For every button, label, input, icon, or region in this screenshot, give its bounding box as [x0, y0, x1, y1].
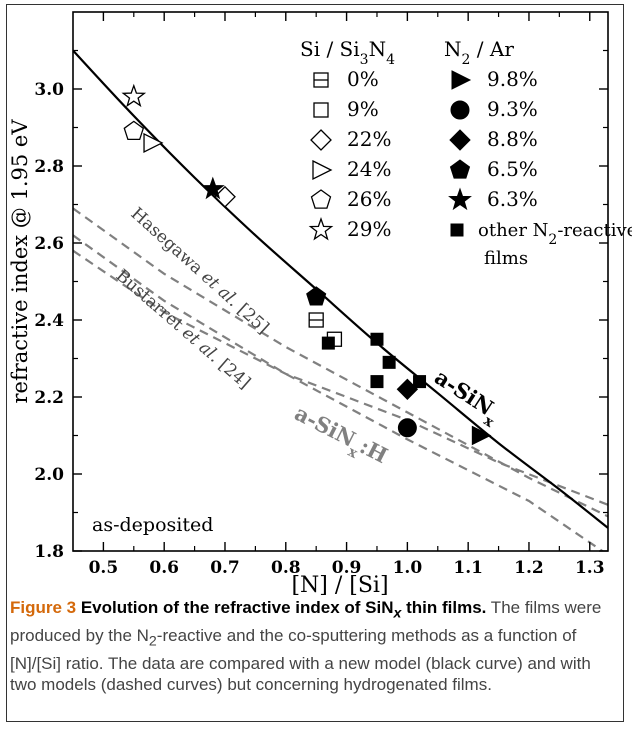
- legend-label: 22%: [347, 127, 391, 151]
- legend-marker: [310, 189, 332, 209]
- legend-label: 9%: [347, 97, 379, 121]
- legend-marker: [451, 70, 472, 90]
- plot-frame: [72, 11, 609, 552]
- hydrogenated-label: a-SiNx:H: [288, 400, 392, 474]
- x-tick-label: 1.3: [575, 558, 605, 578]
- y-tick-label: 2.0: [34, 465, 64, 485]
- data-point: [397, 418, 417, 438]
- data-point: [321, 336, 335, 350]
- legend-marker: [449, 129, 471, 151]
- x-tick-label: 0.8: [271, 558, 301, 578]
- legend-label: 6.5%: [487, 157, 538, 181]
- legend-label: 8.8%: [487, 127, 538, 151]
- x-tick-label: 0.7: [210, 558, 240, 578]
- hydrogenated-model-curve-2: [73, 234, 605, 551]
- y-tick-label: 2.4: [34, 311, 64, 331]
- bustarret-curve-label: Bustarret et al. [24]: [112, 266, 254, 393]
- x-tick-label: 0.9: [332, 558, 362, 578]
- legend-label-other: other N2-reactive: [478, 220, 632, 248]
- caption-body: The films were produced by the N: [10, 598, 602, 645]
- x-tick-label: 1.0: [393, 558, 423, 578]
- data-point: [121, 83, 147, 108]
- data-point: [370, 332, 384, 346]
- data-point: [201, 176, 225, 200]
- legend-header-reactive: N2 / Ar: [444, 37, 514, 68]
- legend-label-other-line2: films: [484, 248, 528, 269]
- x-tick-label: 1.1: [453, 558, 483, 578]
- legend-marker: [449, 159, 471, 179]
- x-tick-label: 0.6: [149, 558, 179, 578]
- legend-marker: [450, 100, 470, 120]
- legend-marker: [308, 217, 334, 241]
- y-tick-label: 1.8: [34, 542, 64, 562]
- data-point: [370, 375, 384, 389]
- figure-caption: Figure 3 Evolution of the refractive ind…: [10, 598, 602, 695]
- data-point: [413, 375, 427, 389]
- y-tick-label: 2.6: [34, 234, 64, 254]
- legend-label: 9.8%: [487, 67, 538, 91]
- data-point: [471, 425, 492, 446]
- hydrogenated-model-curve-3: [73, 249, 608, 506]
- legend-label: 9.3%: [487, 97, 538, 121]
- y-tick-label: 2.2: [34, 388, 64, 408]
- caption-figure-number: Figure 3: [10, 598, 77, 617]
- x-tick-label: 1.2: [514, 558, 544, 578]
- y-tick-label: 2.8: [34, 157, 64, 177]
- legend-marker: [310, 129, 332, 151]
- legend-label: 6.3%: [487, 187, 538, 211]
- x-tick-label: 0.5: [89, 558, 119, 578]
- figure-frame: [6, 4, 624, 722]
- legend-label: 29%: [347, 217, 391, 241]
- y-tick-label: 3.0: [34, 80, 64, 100]
- y-axis-label: refractive index @ 1.95 eV: [8, 119, 32, 404]
- as-deposited-annotation: as-deposited: [92, 514, 213, 536]
- legend-marker: [448, 187, 472, 211]
- data-point: [143, 132, 164, 153]
- legend-label: 0%: [347, 67, 379, 91]
- legend-header-cosputter: Si / Si3N4: [300, 37, 395, 68]
- data-point: [382, 355, 396, 369]
- legend-marker: [312, 159, 333, 181]
- hasegawa-curve-label: Hasegawa et al. [25]: [127, 204, 273, 338]
- data-point: [123, 120, 145, 141]
- refractive-index-chart: 0.5 0.6 0.7 0.8 0.9 1.0 1.1 1.2 1.3 1.8 2.0 2.2 2.4 2…: [8, 11, 632, 595]
- data-point: [306, 286, 327, 306]
- legend-label: 24%: [347, 157, 391, 181]
- legend-marker: [313, 102, 329, 118]
- legend-label: 26%: [347, 187, 391, 211]
- caption-title: Figure 3 Evolution of the refractive ind…: [10, 598, 487, 622]
- x-axis-label: [N] / [Si]: [291, 573, 388, 595]
- hydrogenated-model-curve-1: [73, 207, 608, 518]
- model-curve-label: a-SiNx: [426, 364, 505, 431]
- legend-marker: [450, 223, 464, 237]
